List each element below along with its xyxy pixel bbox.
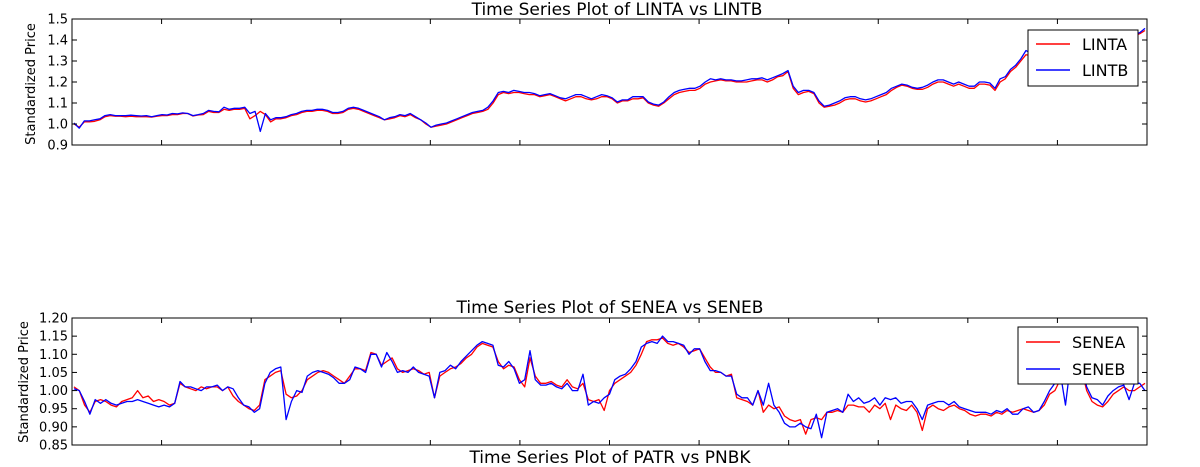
y-tick-label: 1.3 (47, 55, 68, 70)
chart-title: Time Series Plot of SENEA vs SENEB (456, 298, 764, 318)
chart-linta-lintb: Time Series Plot of LINTA vs LINTB 0.9 1.… (24, 0, 1148, 154)
legend: LINTA LINTB (1027, 29, 1139, 87)
plot-area (71, 317, 1148, 446)
y-tick-label: 1.4 (47, 34, 68, 49)
chart-patr-pnbk: Time Series Plot of PATR vs PNBK (468, 448, 751, 467)
y-tick-label: 1.00 (39, 384, 68, 399)
y-tick-label: 1.05 (39, 366, 68, 381)
legend-label-linta: LINTA (1082, 35, 1127, 54)
legend-label-seneb: SENEB (1072, 360, 1125, 379)
y-tick-label: 0.85 (39, 439, 68, 454)
y-tick-label: 1.20 (39, 312, 68, 327)
y-tick-label: 0.9 (47, 139, 68, 154)
y-tick-label: 1.15 (39, 330, 68, 345)
y-ticks: 0.9 1.0 1.1 1.2 1.3 1.4 1.5 (47, 13, 1147, 154)
y-tick-label: 0.90 (39, 420, 68, 435)
legend-label-senea: SENEA (1072, 333, 1125, 352)
chart-senea-seneb: Time Series Plot of SENEA vs SENEB 0.850… (17, 298, 1148, 454)
series-line-linta (73, 29, 1146, 128)
chart-title: Time Series Plot of LINTA vs LINTB (471, 0, 763, 20)
legend-box (1027, 29, 1139, 87)
y-tick-label: 1.1 (47, 97, 68, 112)
legend: SENEA SENEB (1017, 326, 1139, 385)
y-tick-label: 0.95 (39, 402, 68, 417)
plot-frame (71, 317, 1148, 446)
plot-frame (71, 18, 1148, 146)
y-ticks: 0.85 0.90 0.95 1.00 1.05 1.10 1.15 1.20 (39, 312, 1147, 454)
y-tick-label: 1.0 (47, 118, 68, 133)
plot-area (71, 18, 1148, 146)
y-axis-label: Standardized Price (17, 321, 32, 443)
chart-title: Time Series Plot of PATR vs PNBK (468, 448, 751, 467)
y-tick-label: 1.10 (39, 348, 68, 363)
y-tick-label: 1.2 (47, 76, 68, 91)
y-axis-label: Standardized Price (24, 23, 39, 145)
legend-label-lintb: LINTB (1082, 61, 1128, 80)
legend-box (1017, 326, 1139, 385)
series-line-seneb (73, 335, 1146, 439)
y-tick-label: 1.5 (47, 13, 68, 28)
series-line-lintb (73, 27, 1146, 133)
